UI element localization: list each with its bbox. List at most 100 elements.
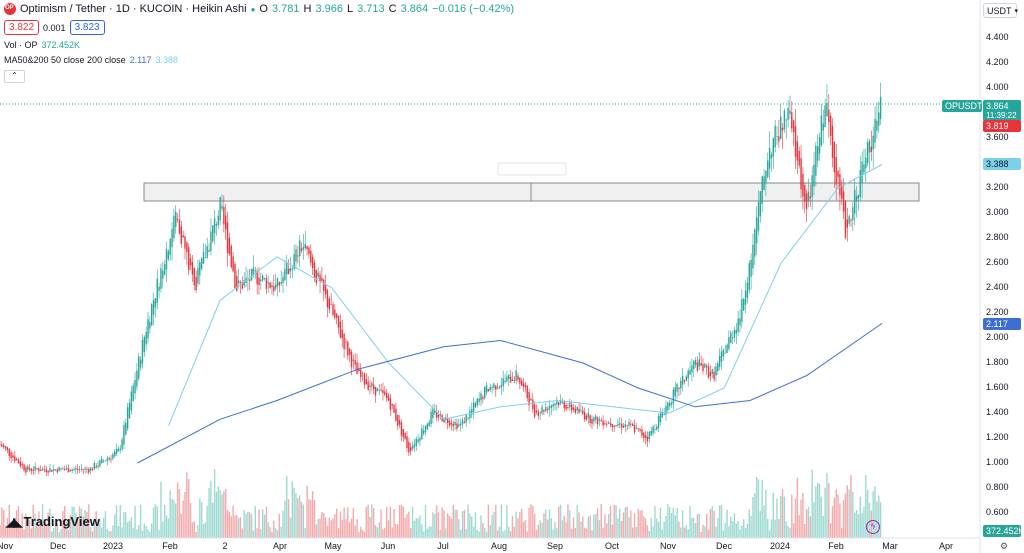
volume-bar [530, 504, 532, 538]
volume-bar [459, 529, 462, 538]
volume-bar [376, 527, 379, 538]
candle-body [385, 393, 388, 398]
candle-body [509, 376, 512, 383]
candle-body [332, 304, 334, 316]
volume-bar [824, 487, 826, 538]
volume-bar [315, 524, 318, 538]
volume-bar [447, 513, 449, 538]
volume-bar [563, 515, 565, 538]
volume-bar [408, 511, 410, 538]
volume-bar [237, 517, 240, 538]
candle-body [230, 245, 232, 267]
volume-bar [570, 528, 573, 538]
volume-bar [38, 511, 40, 538]
candle-body [674, 387, 676, 397]
candle-body [437, 414, 440, 418]
volume-bar [221, 494, 223, 538]
candle-body [620, 423, 623, 428]
candle-body [537, 411, 540, 417]
volume-bar [1, 507, 3, 538]
candle-body [208, 249, 210, 252]
volume-bar [458, 519, 460, 538]
volume-bar [274, 527, 277, 538]
candle-body [341, 329, 343, 339]
candle-body [265, 277, 268, 290]
settings-gear-icon[interactable]: ⚙ [1000, 541, 1009, 551]
candle-body [363, 373, 366, 385]
volume-legend[interactable]: Vol · OP 372.452K [4, 40, 80, 50]
buy-button[interactable]: 3.823 [69, 20, 105, 35]
volume-bar [796, 477, 799, 538]
volume-bar [230, 516, 232, 538]
candle-body [558, 402, 560, 405]
volume-bar [602, 527, 604, 538]
candle-body [73, 469, 75, 471]
candle-body [722, 349, 725, 357]
candle-body [772, 138, 774, 157]
candle-body [561, 401, 564, 403]
volume-bar [672, 507, 675, 538]
candle-body [82, 469, 84, 470]
volume-bar [665, 515, 667, 538]
y-tick-label: 1.000 [986, 457, 1009, 467]
volume-bar [228, 511, 231, 538]
candle-body [8, 448, 10, 456]
volume-bar [417, 518, 419, 538]
candle-body [513, 380, 515, 382]
collapse-legend-icon[interactable]: ⌃ [4, 70, 25, 83]
volume-bar [617, 518, 619, 538]
candle-body [783, 110, 786, 130]
volume-bar [535, 530, 538, 538]
zone-label-box [497, 162, 567, 176]
volume-bar [456, 509, 458, 538]
volume-bar [683, 527, 686, 538]
volume-bar [817, 483, 819, 538]
currency-selector[interactable]: USDT ▾ [983, 3, 1018, 18]
candle-body [45, 469, 47, 472]
candle-body [138, 356, 140, 379]
volume-tag: 372.452K [983, 525, 1024, 537]
candle-body [593, 417, 595, 422]
candle-body [347, 342, 349, 356]
volume-bar [567, 504, 569, 538]
candle-body [206, 246, 208, 258]
candle-body [565, 405, 567, 410]
close-value: 3.864 [400, 3, 429, 15]
volume-bar [587, 516, 589, 538]
candle-body [535, 410, 538, 413]
candle-body [744, 290, 747, 305]
tradingview-logo[interactable]: ◢◣ TradingView [6, 514, 100, 529]
volume-bar [41, 504, 44, 538]
ma-legend[interactable]: MA50&200 50 close 200 close 2.117 3.388 [4, 55, 178, 65]
volume-bar [175, 503, 177, 538]
volume-bar [787, 526, 789, 538]
candle-body [667, 402, 669, 411]
volume-bar [293, 487, 295, 538]
volume-bar [748, 509, 750, 538]
candle-body [785, 119, 787, 121]
candle-body [863, 164, 865, 173]
volume-bar [717, 517, 719, 538]
currency-label: USDT [987, 5, 1012, 16]
bid-ask-row: 3.822 0.001 3.823 [4, 20, 105, 35]
y-tick-label: 1.600 [986, 382, 1009, 392]
candle-body [67, 468, 70, 473]
sell-button[interactable]: 3.822 [4, 20, 40, 35]
candle-body [755, 217, 758, 244]
volume-bar [857, 514, 860, 538]
symbol-title[interactable]: Optimism / Tether · 1D · KUCOIN · Heikin… [20, 3, 247, 15]
volume-bar [239, 517, 242, 538]
lightning-icon[interactable]: ϟ [866, 520, 880, 534]
volume-bar [208, 487, 210, 538]
candle-body [104, 460, 107, 462]
volume-bar [511, 515, 514, 538]
y-tick-label: 2.600 [986, 257, 1009, 267]
candle-body [398, 420, 401, 425]
volume-bar [504, 529, 506, 538]
op-logo-icon [4, 3, 16, 15]
candle-body [670, 402, 673, 405]
volume-bar [345, 519, 347, 538]
volume-bar [287, 499, 290, 538]
candle-body [225, 215, 227, 230]
